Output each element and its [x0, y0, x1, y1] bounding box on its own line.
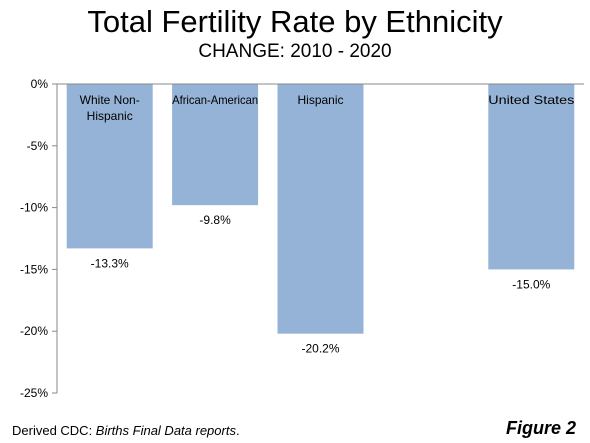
data-label: -15.0% — [512, 277, 550, 291]
y-tick-label: -15% — [20, 262, 48, 276]
source-title: Births Final Data reports — [95, 423, 236, 438]
y-tick-label: 0% — [31, 77, 49, 91]
chart-title: Total Fertility Rate by Ethnicity — [87, 4, 503, 39]
chart-subtitle: CHANGE: 2010 - 2020 — [198, 41, 392, 62]
bar — [277, 84, 364, 334]
category-label: White Non- — [80, 93, 140, 107]
source-note: Derived CDC: Births Final Data reports. — [12, 423, 240, 438]
category-label: Hispanic — [297, 93, 343, 107]
category-label: Hispanic — [87, 109, 133, 123]
source-suffix: . — [235, 423, 240, 438]
data-label: -20.2% — [301, 342, 339, 356]
category-label: African-American — [172, 93, 258, 107]
data-label: -13.3% — [91, 256, 129, 270]
y-tick-label: -10% — [20, 201, 48, 215]
bar — [172, 84, 259, 206]
y-tick-label: -25% — [20, 386, 48, 400]
y-tick-label: -20% — [20, 324, 48, 338]
source-prefix: Derived CDC: — [12, 423, 96, 438]
category-label: United States — [488, 93, 574, 107]
bar — [488, 84, 575, 270]
y-tick-label: -5% — [27, 139, 49, 153]
bar — [66, 84, 153, 249]
data-label: -9.8% — [199, 213, 231, 227]
figure-label: Figure 2 — [505, 418, 576, 438]
